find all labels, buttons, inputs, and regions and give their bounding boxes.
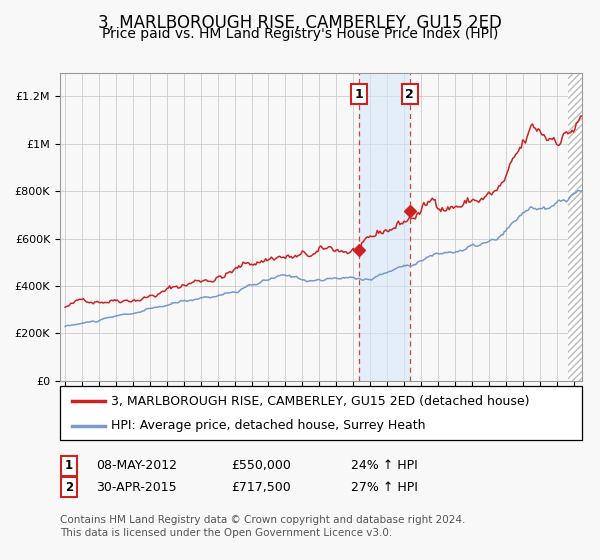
Text: This data is licensed under the Open Government Licence v3.0.: This data is licensed under the Open Gov…: [60, 528, 392, 538]
Text: Contains HM Land Registry data © Crown copyright and database right 2024.: Contains HM Land Registry data © Crown c…: [60, 515, 466, 525]
Text: 1: 1: [355, 88, 364, 101]
Text: HPI: Average price, detached house, Surrey Heath: HPI: Average price, detached house, Surr…: [111, 419, 425, 432]
Bar: [568, 73, 582, 381]
Text: 1: 1: [65, 459, 73, 473]
Text: Price paid vs. HM Land Registry's House Price Index (HPI): Price paid vs. HM Land Registry's House …: [102, 27, 498, 41]
Text: 27% ↑ HPI: 27% ↑ HPI: [351, 480, 418, 494]
Bar: [359, 73, 410, 381]
Text: 08-MAY-2012: 08-MAY-2012: [96, 459, 177, 473]
Text: 24% ↑ HPI: 24% ↑ HPI: [351, 459, 418, 473]
Text: 2: 2: [65, 480, 73, 494]
Text: 3, MARLBOROUGH RISE, CAMBERLEY, GU15 2ED (detached house): 3, MARLBOROUGH RISE, CAMBERLEY, GU15 2ED…: [111, 395, 530, 408]
Text: 3, MARLBOROUGH RISE, CAMBERLEY, GU15 2ED: 3, MARLBOROUGH RISE, CAMBERLEY, GU15 2ED: [98, 14, 502, 32]
Text: £717,500: £717,500: [231, 480, 291, 494]
Text: £550,000: £550,000: [231, 459, 291, 473]
Text: 30-APR-2015: 30-APR-2015: [96, 480, 176, 494]
Text: 2: 2: [405, 88, 414, 101]
